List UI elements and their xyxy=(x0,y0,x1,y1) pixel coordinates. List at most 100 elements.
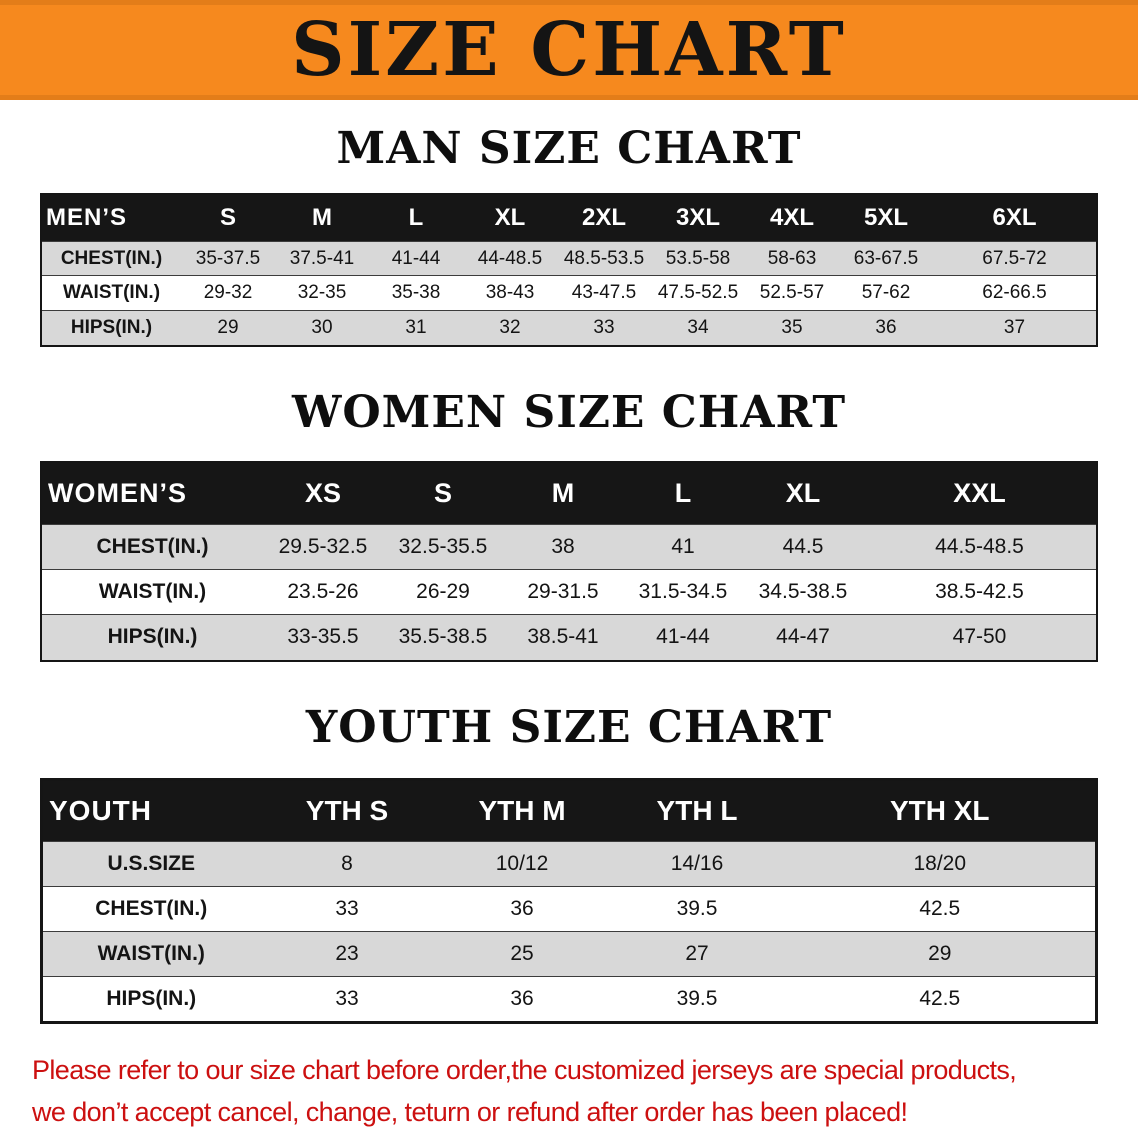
measurement-row: HIPS(IN.) 29 30 31 32 33 34 35 36 37 xyxy=(41,310,1097,347)
size-header-cell: S xyxy=(383,462,503,525)
measurement-value-cell: 53.5-58 xyxy=(651,240,745,276)
youth-header-row: YOUTH YTH S YTH M YTH L YTH XL xyxy=(41,779,1097,842)
measurement-label-cell: WAIST(IN.) xyxy=(41,931,260,977)
measurement-value-cell: 27 xyxy=(609,931,785,977)
measurement-value-cell: 36 xyxy=(434,976,610,1023)
measurement-label-cell: CHEST(IN.) xyxy=(41,240,181,276)
measurement-value-cell: 63-67.5 xyxy=(839,240,933,276)
measurement-value-cell: 44-47 xyxy=(743,614,863,661)
size-header-cell: 4XL xyxy=(745,194,839,242)
measurement-value-cell: 32 xyxy=(463,310,557,347)
measurement-label-cell: U.S.SIZE xyxy=(41,840,260,887)
youth-size-table: YOUTH YTH S YTH M YTH L YTH XL U.S.SIZE 8 10/12… xyxy=(40,777,1098,1025)
men-size-chart-heading: MAN SIZE CHART xyxy=(336,123,802,174)
measurement-value-cell: 47-50 xyxy=(863,614,1097,661)
measurement-value-cell: 36 xyxy=(434,885,610,932)
size-header-cell: L xyxy=(623,462,743,525)
measurement-value-cell: 35.5-38.5 xyxy=(383,614,503,661)
women-size-table: WOMEN’S XS S M L XL XXL CHEST(IN.) 29.5-32.5 32.5… xyxy=(40,461,1098,662)
measurement-value-cell: 31.5-34.5 xyxy=(623,569,743,615)
measurement-value-cell: 41-44 xyxy=(369,240,463,276)
size-header-cell: XXL xyxy=(863,462,1097,525)
measurement-value-cell: 44.5 xyxy=(743,524,863,570)
youth-size-chart-section: YOUTH SIZE CHART YOUTH YTH S YTH M YTH L YTH … xyxy=(0,701,1138,1025)
men-header-row: MEN’S S M L XL 2XL 3XL 4XL 5XL 6XL xyxy=(41,194,1097,242)
size-header-cell: YTH M xyxy=(434,779,610,842)
measurement-value-cell: 48.5-53.5 xyxy=(557,240,651,276)
measurement-value-cell: 29 xyxy=(181,310,275,347)
measurement-value-cell: 23.5-26 xyxy=(263,569,383,615)
measurement-value-cell: 38.5-41 xyxy=(503,614,623,661)
sections-container: MAN SIZE CHART MEN’S S M L XL 2XL 3XL 4XL 5XL 6XL C… xyxy=(0,123,1138,1025)
size-header-cell: S xyxy=(181,194,275,242)
measurement-value-cell: 29-31.5 xyxy=(503,569,623,615)
measurement-value-cell: 14/16 xyxy=(609,840,785,887)
men-size-table: MEN’S S M L XL 2XL 3XL 4XL 5XL 6XL CHEST(IN.) 35-37… xyxy=(40,193,1098,348)
women-header-row: WOMEN’S XS S M L XL XXL xyxy=(41,462,1097,525)
measurement-value-cell: 62-66.5 xyxy=(933,275,1097,311)
measurement-value-cell: 34 xyxy=(651,310,745,347)
measurement-value-cell: 43-47.5 xyxy=(557,275,651,311)
measurement-row: WAIST(IN.) 23 25 27 29 xyxy=(41,931,1097,977)
measurement-value-cell: 26-29 xyxy=(383,569,503,615)
measurement-value-cell: 35 xyxy=(745,310,839,347)
measurement-value-cell: 41 xyxy=(623,524,743,570)
measurement-value-cell: 39.5 xyxy=(609,885,785,932)
measurement-value-cell: 35-37.5 xyxy=(181,240,275,276)
measurement-value-cell: 32-35 xyxy=(275,275,369,311)
measurement-value-cell: 38 xyxy=(503,524,623,570)
measurement-label-cell: HIPS(IN.) xyxy=(41,614,263,661)
measurement-row: HIPS(IN.) 33 36 39.5 42.5 xyxy=(41,976,1097,1023)
measurement-value-cell: 18/20 xyxy=(784,840,1097,887)
measurement-value-cell: 25 xyxy=(434,931,610,977)
measurement-row: CHEST(IN.) 29.5-32.5 32.5-35.5 38 41 44.5 44.5… xyxy=(41,524,1097,570)
measurement-value-cell: 33 xyxy=(259,976,435,1023)
measurement-value-cell: 32.5-35.5 xyxy=(383,524,503,570)
measurement-row: WAIST(IN.) 29-32 32-35 35-38 38-43 43-47.5 47.… xyxy=(41,275,1097,311)
measurement-value-cell: 35-38 xyxy=(369,275,463,311)
page-title: SIZE CHART xyxy=(291,7,847,93)
size-header-cell: XS xyxy=(263,462,383,525)
measurement-value-cell: 67.5-72 xyxy=(933,240,1097,276)
measurement-value-cell: 34.5-38.5 xyxy=(743,569,863,615)
measurement-value-cell: 39.5 xyxy=(609,976,785,1023)
measurement-value-cell: 31 xyxy=(369,310,463,347)
measurement-value-cell: 47.5-52.5 xyxy=(651,275,745,311)
measurement-value-cell: 37.5-41 xyxy=(275,240,369,276)
measurement-value-cell: 38-43 xyxy=(463,275,557,311)
note-line-2: we don’t accept cancel, change, teturn o… xyxy=(32,1097,908,1128)
measurement-value-cell: 52.5-57 xyxy=(745,275,839,311)
women-size-chart-heading: WOMEN SIZE CHART xyxy=(291,387,847,439)
size-header-cell: YTH S xyxy=(259,779,435,842)
measurement-value-cell: 29-32 xyxy=(181,275,275,311)
size-header-cell: YTH L xyxy=(609,779,785,842)
measurement-value-cell: 36 xyxy=(839,310,933,347)
measurement-value-cell: 57-62 xyxy=(839,275,933,311)
size-chart-banner: SIZE CHART xyxy=(0,0,1138,100)
measurement-label-cell: WAIST(IN.) xyxy=(41,275,181,311)
note-line-1: Please refer to our size chart before or… xyxy=(32,1055,1017,1086)
measurement-label-cell: CHEST(IN.) xyxy=(41,885,260,932)
measurement-value-cell: 10/12 xyxy=(434,840,610,887)
measurement-value-cell: 42.5 xyxy=(784,976,1097,1023)
measurement-value-cell: 44-48.5 xyxy=(463,240,557,276)
measurement-value-cell: 44.5-48.5 xyxy=(863,524,1097,570)
size-header-cell: M xyxy=(275,194,369,242)
measurement-value-cell: 23 xyxy=(259,931,435,977)
size-header-cell: YTH XL xyxy=(784,779,1097,842)
size-header-cell: 6XL xyxy=(933,194,1097,242)
measurement-row: CHEST(IN.) 33 36 39.5 42.5 xyxy=(41,885,1097,932)
size-header-cell: 5XL xyxy=(839,194,933,242)
measurement-row: CHEST(IN.) 35-37.5 37.5-41 41-44 44-48.5 48.5… xyxy=(41,240,1097,276)
size-header-cell: 3XL xyxy=(651,194,745,242)
measurement-value-cell: 33 xyxy=(259,885,435,932)
size-header-cell: XL xyxy=(743,462,863,525)
measurement-label-cell: WAIST(IN.) xyxy=(41,569,263,615)
measurement-value-cell: 29.5-32.5 xyxy=(263,524,383,570)
size-header-cell: XL xyxy=(463,194,557,242)
youth-size-chart-heading: YOUTH SIZE CHART xyxy=(305,701,833,753)
measurement-row: HIPS(IN.) 33-35.5 35.5-38.5 38.5-41 41-44 44-… xyxy=(41,614,1097,661)
size-header-cell: M xyxy=(503,462,623,525)
measurement-label-cell: HIPS(IN.) xyxy=(41,310,181,347)
